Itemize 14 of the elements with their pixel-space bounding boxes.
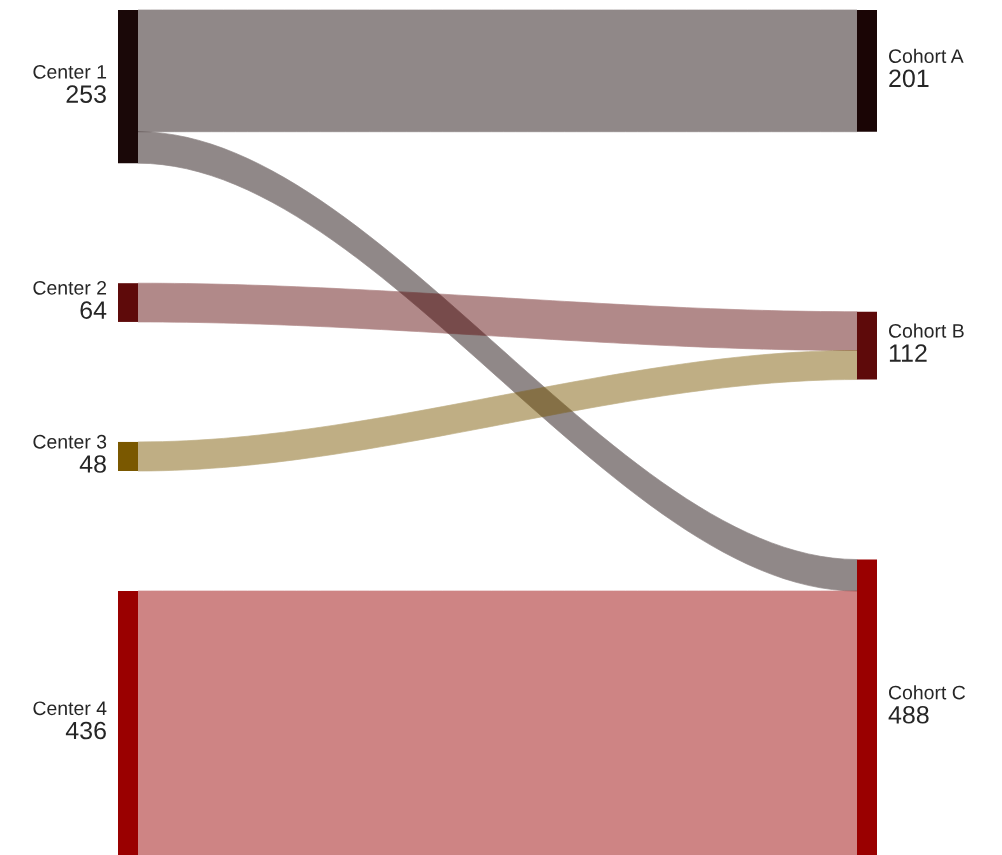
category-label: Center 1 [33, 64, 107, 79]
data-label: 64 [80, 301, 107, 319]
data-label: 253 [66, 85, 106, 103]
category-label: Cohort C [888, 685, 966, 700]
category-label: Center 3 [33, 434, 107, 449]
data-label: 488 [888, 705, 929, 724]
data-label: 201 [889, 69, 929, 88]
data-label: 48 [79, 455, 106, 473]
category-label: Center 2 [33, 280, 107, 295]
data-label: 436 [65, 721, 106, 740]
category-label: Cohort A [888, 48, 964, 64]
category-label: Center 4 [33, 701, 107, 716]
data-label: 112 [889, 344, 927, 362]
category-label: Cohort B [888, 323, 964, 338]
